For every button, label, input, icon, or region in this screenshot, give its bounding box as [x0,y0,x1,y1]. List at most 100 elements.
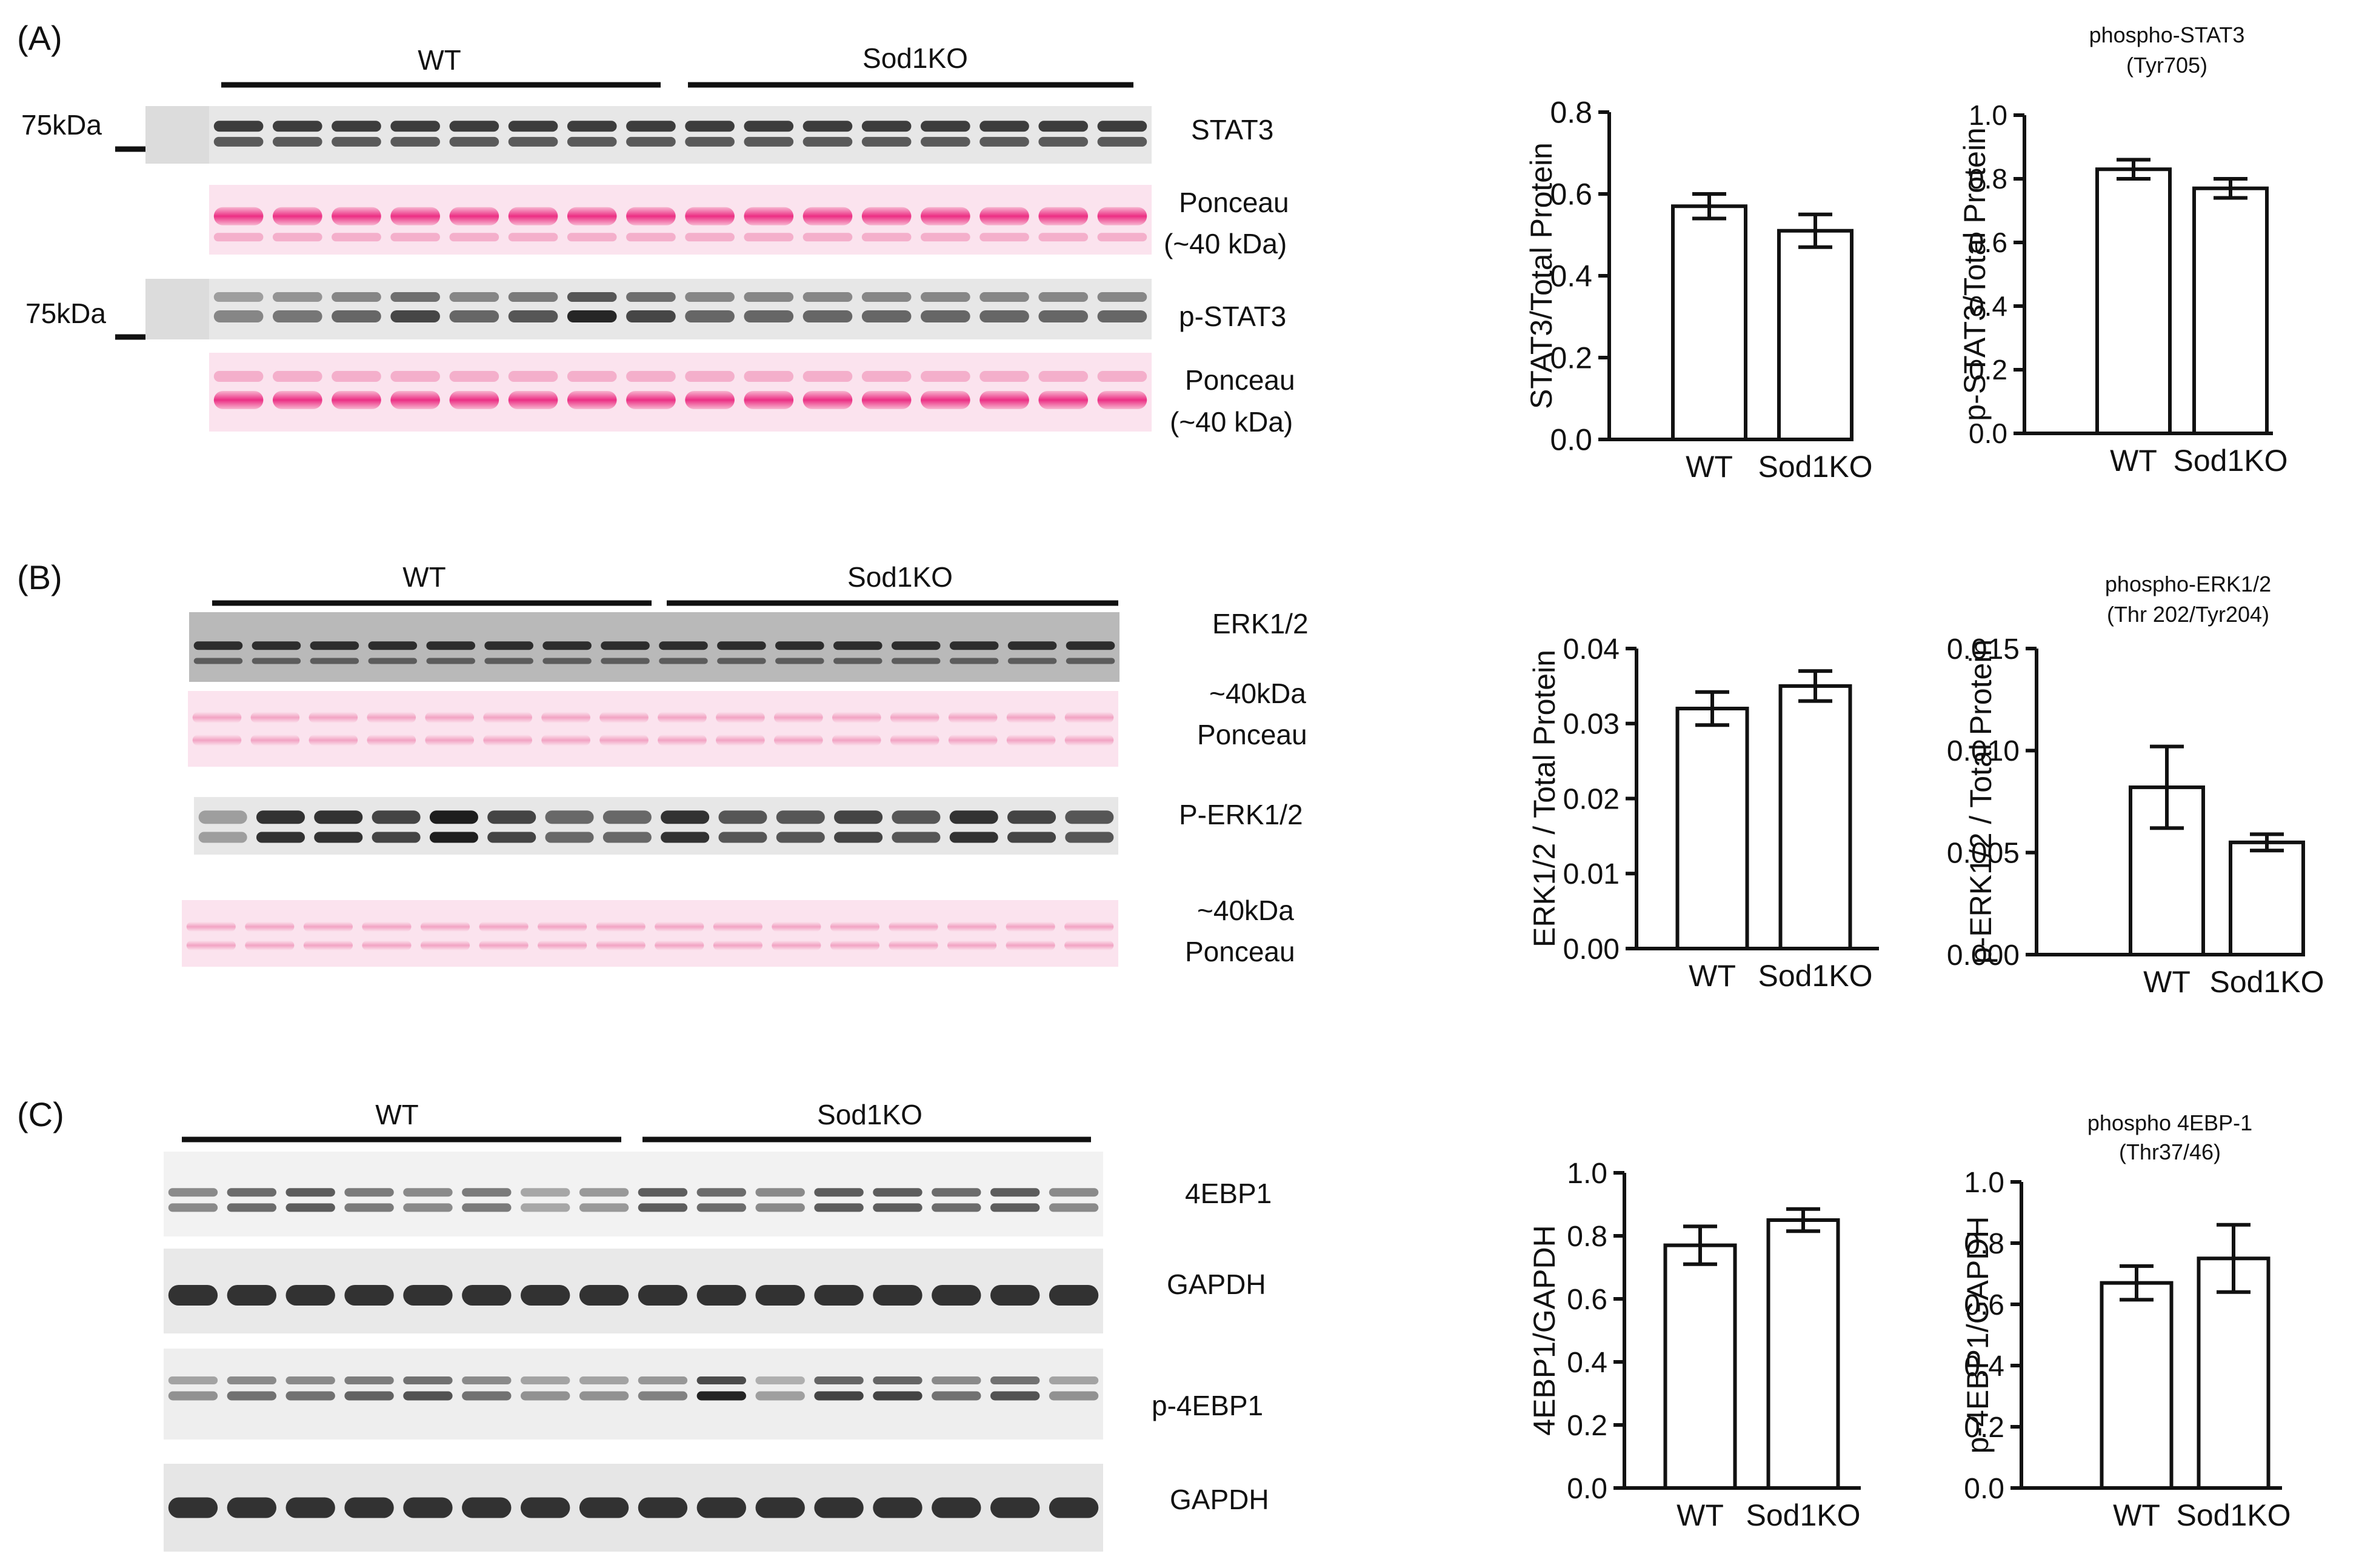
blot-band [979,292,1029,302]
blot-band [626,391,676,409]
blot-band [567,292,617,302]
blot-background [194,797,1118,855]
blot-band [685,292,735,302]
blot-band [979,136,1029,147]
blot-band [696,1391,746,1401]
chart-subtitle: (Tyr705) [2126,53,2207,78]
blot-band [344,1203,394,1212]
blot-band [1038,136,1089,147]
blot-band [1038,371,1089,382]
blot-band [696,1285,746,1306]
blot-band [192,712,242,723]
blot-band [861,391,912,409]
blot-band [1007,810,1056,824]
blot-band [303,922,353,932]
blot-band [579,1497,629,1518]
y-tick-label: 0.0 [1567,1473,1607,1505]
ponceau-blot-a2 [209,353,1152,432]
perk-blot [194,797,1118,855]
y-tick-label: 0.8 [1964,1228,2004,1260]
blot-band [921,292,970,302]
blot-band [272,233,322,242]
blot-band [802,310,853,322]
y-tick-label: 0.8 [1567,1221,1607,1253]
blot-background [209,279,1152,339]
blot-band [213,207,264,225]
blot-band [921,207,970,225]
blot-band [449,207,499,225]
blot-band [567,207,617,225]
x-tick-label: Sod1KO [1758,450,1872,484]
chart-title: phospho-ERK1/2 [2105,572,2271,596]
blot-band [932,1376,981,1384]
blot-band [449,371,499,382]
x-tick-label: WT [1677,1498,1724,1532]
blot-band [949,810,998,824]
blot-band [1097,292,1147,302]
blot-band [272,310,322,322]
blot-band [861,207,912,225]
panel-a-letter: (A) [17,19,62,57]
blot-band [227,1497,276,1518]
blot-band [776,832,825,843]
4ebp1-blot [164,1152,1103,1236]
blot-band [186,922,236,932]
blot-band [1097,207,1147,225]
ponceau-size-label: (~40 kDa) [1170,406,1293,438]
blot-band [1049,1285,1099,1306]
blot-band [508,310,558,322]
blot-band [483,735,532,746]
y-tick-label: 1.0 [1969,99,2007,131]
blot-band [227,1188,276,1197]
y-tick-label: 0.01 [1563,858,1620,890]
blot-band [638,1391,688,1401]
blot-band [861,233,912,242]
marker-75kda-stat3: 75kDa [21,109,102,141]
blot-band [521,1285,570,1306]
blot-band [932,1203,981,1212]
blot-band [567,371,617,382]
blot-band [873,1391,923,1401]
blot-band [426,641,476,650]
blot-band [776,810,825,824]
blot-band [744,233,794,242]
blot-band [332,292,381,302]
blot-band [272,292,322,302]
y-tick-label: 0.000 [1947,939,2020,972]
blot-band [168,1497,218,1518]
blot-band [638,1497,688,1518]
blot-band [638,1285,688,1306]
panel-a: (A) WT Sod1KO 75kDa 75kDa STAT3 Ponceau … [17,19,1295,438]
blot-band [713,940,762,950]
blot-band [332,310,381,322]
blot-band [601,641,650,650]
blot-band [814,1391,864,1401]
blot-band [1066,641,1115,650]
blot-band [579,1391,629,1401]
blot-band [718,810,767,824]
panel-c-sod1ko-label: Sod1KO [817,1099,923,1130]
blot-band [814,1285,864,1306]
blot-band [1006,940,1055,950]
blot-band [403,1203,453,1212]
blot-band [755,1376,805,1384]
blot-band [685,121,735,132]
blot-band [861,310,912,322]
blot-band [372,832,421,843]
pstat3-label: p-STAT3 [1179,301,1286,332]
y-tick-label: 0.005 [1947,837,2020,869]
blot-band [1097,136,1147,147]
blot-band [1049,1188,1099,1197]
blot-band [601,658,650,664]
blot-band [1038,207,1089,225]
blot-band [744,310,794,322]
y-tick-label: 0.02 [1563,783,1620,815]
blot-band [685,310,735,322]
chart-stat3: 0.0 0.2 0.4 0.6 0.8 WT Sod1KO STAT3/Total Prote… [1524,96,1873,484]
blot-band [538,922,587,932]
y-tick-label: 0.2 [1567,1410,1607,1442]
blot-band [814,1188,864,1197]
bar-wt [1663,1243,1737,1490]
blot-band [462,1376,512,1384]
panel-b-letter: (B) [17,558,62,596]
